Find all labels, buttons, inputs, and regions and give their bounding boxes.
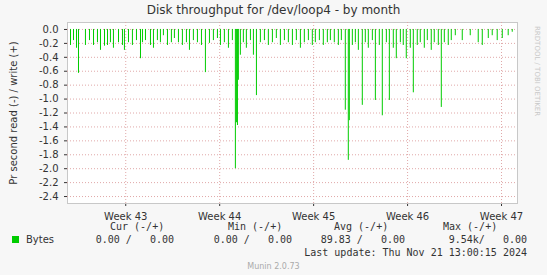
- svg-text:-1.2: -1.2: [39, 107, 59, 118]
- html-text:Last update: Thu Nov 21 13:00:: Last update: Thu Nov 21 13:00:15 2024: [304, 247, 527, 258]
- svg-text:-2.2: -2.2: [39, 177, 59, 188]
- html-text:0.00 / 0.00: 0.00 / 0.00: [95, 234, 174, 245]
- svg-text:-1.4: -1.4: [39, 121, 59, 132]
- html-text:89.83 / 0.00: 89.83 / 0.00: [320, 234, 405, 245]
- svg-text:-1.8: -1.8: [39, 149, 59, 160]
- svg-text:Week 43: Week 43: [104, 211, 147, 220]
- svg-text:-0.4: -0.4: [39, 52, 59, 63]
- svg-text:Week 45: Week 45: [292, 211, 335, 220]
- html-text:Max (-/+): Max (-/+): [443, 221, 498, 232]
- svg-text:0.0: 0.0: [43, 24, 59, 35]
- html-text:Min (-/+): Min (-/+): [228, 221, 283, 232]
- html-text:0.00 / 0.00: 0.00 / 0.00: [213, 234, 292, 245]
- html-text:Disk throughput for /dev/loop4: Disk throughput for /dev/loop4 - by mont…: [146, 3, 401, 17]
- svg-text:-2.4: -2.4: [39, 191, 59, 202]
- html-text:Munin 2.0.73: Munin 2.0.73: [247, 262, 300, 271]
- html-text:Avg (-/+): Avg (-/+): [334, 221, 389, 232]
- svg-text:-0.8: -0.8: [39, 79, 59, 90]
- html-text:RRDTOOL / TOBI OETIKER: RRDTOOL / TOBI OETIKER: [533, 26, 541, 117]
- svg-text:-0.6: -0.6: [39, 65, 59, 76]
- html-text:9.54k/ 0.00: 9.54k/ 0.00: [448, 234, 527, 245]
- svg-text:-1.6: -1.6: [39, 135, 59, 146]
- svg-text:Week 44: Week 44: [198, 211, 241, 220]
- svg-text:-2.0: -2.0: [39, 163, 59, 174]
- svg-text:Week 46: Week 46: [386, 211, 429, 220]
- html-text:Bytes: Bytes: [26, 234, 55, 245]
- svg-text:-1.0: -1.0: [39, 93, 59, 104]
- html-text:Cur (-/+): Cur (-/+): [110, 221, 165, 232]
- svg-text:-0.2: -0.2: [39, 38, 59, 49]
- svg-text:Pr second read (-) / write (+): Pr second read (-) / write (+): [8, 41, 19, 184]
- svg-text:Week 47: Week 47: [480, 211, 523, 220]
